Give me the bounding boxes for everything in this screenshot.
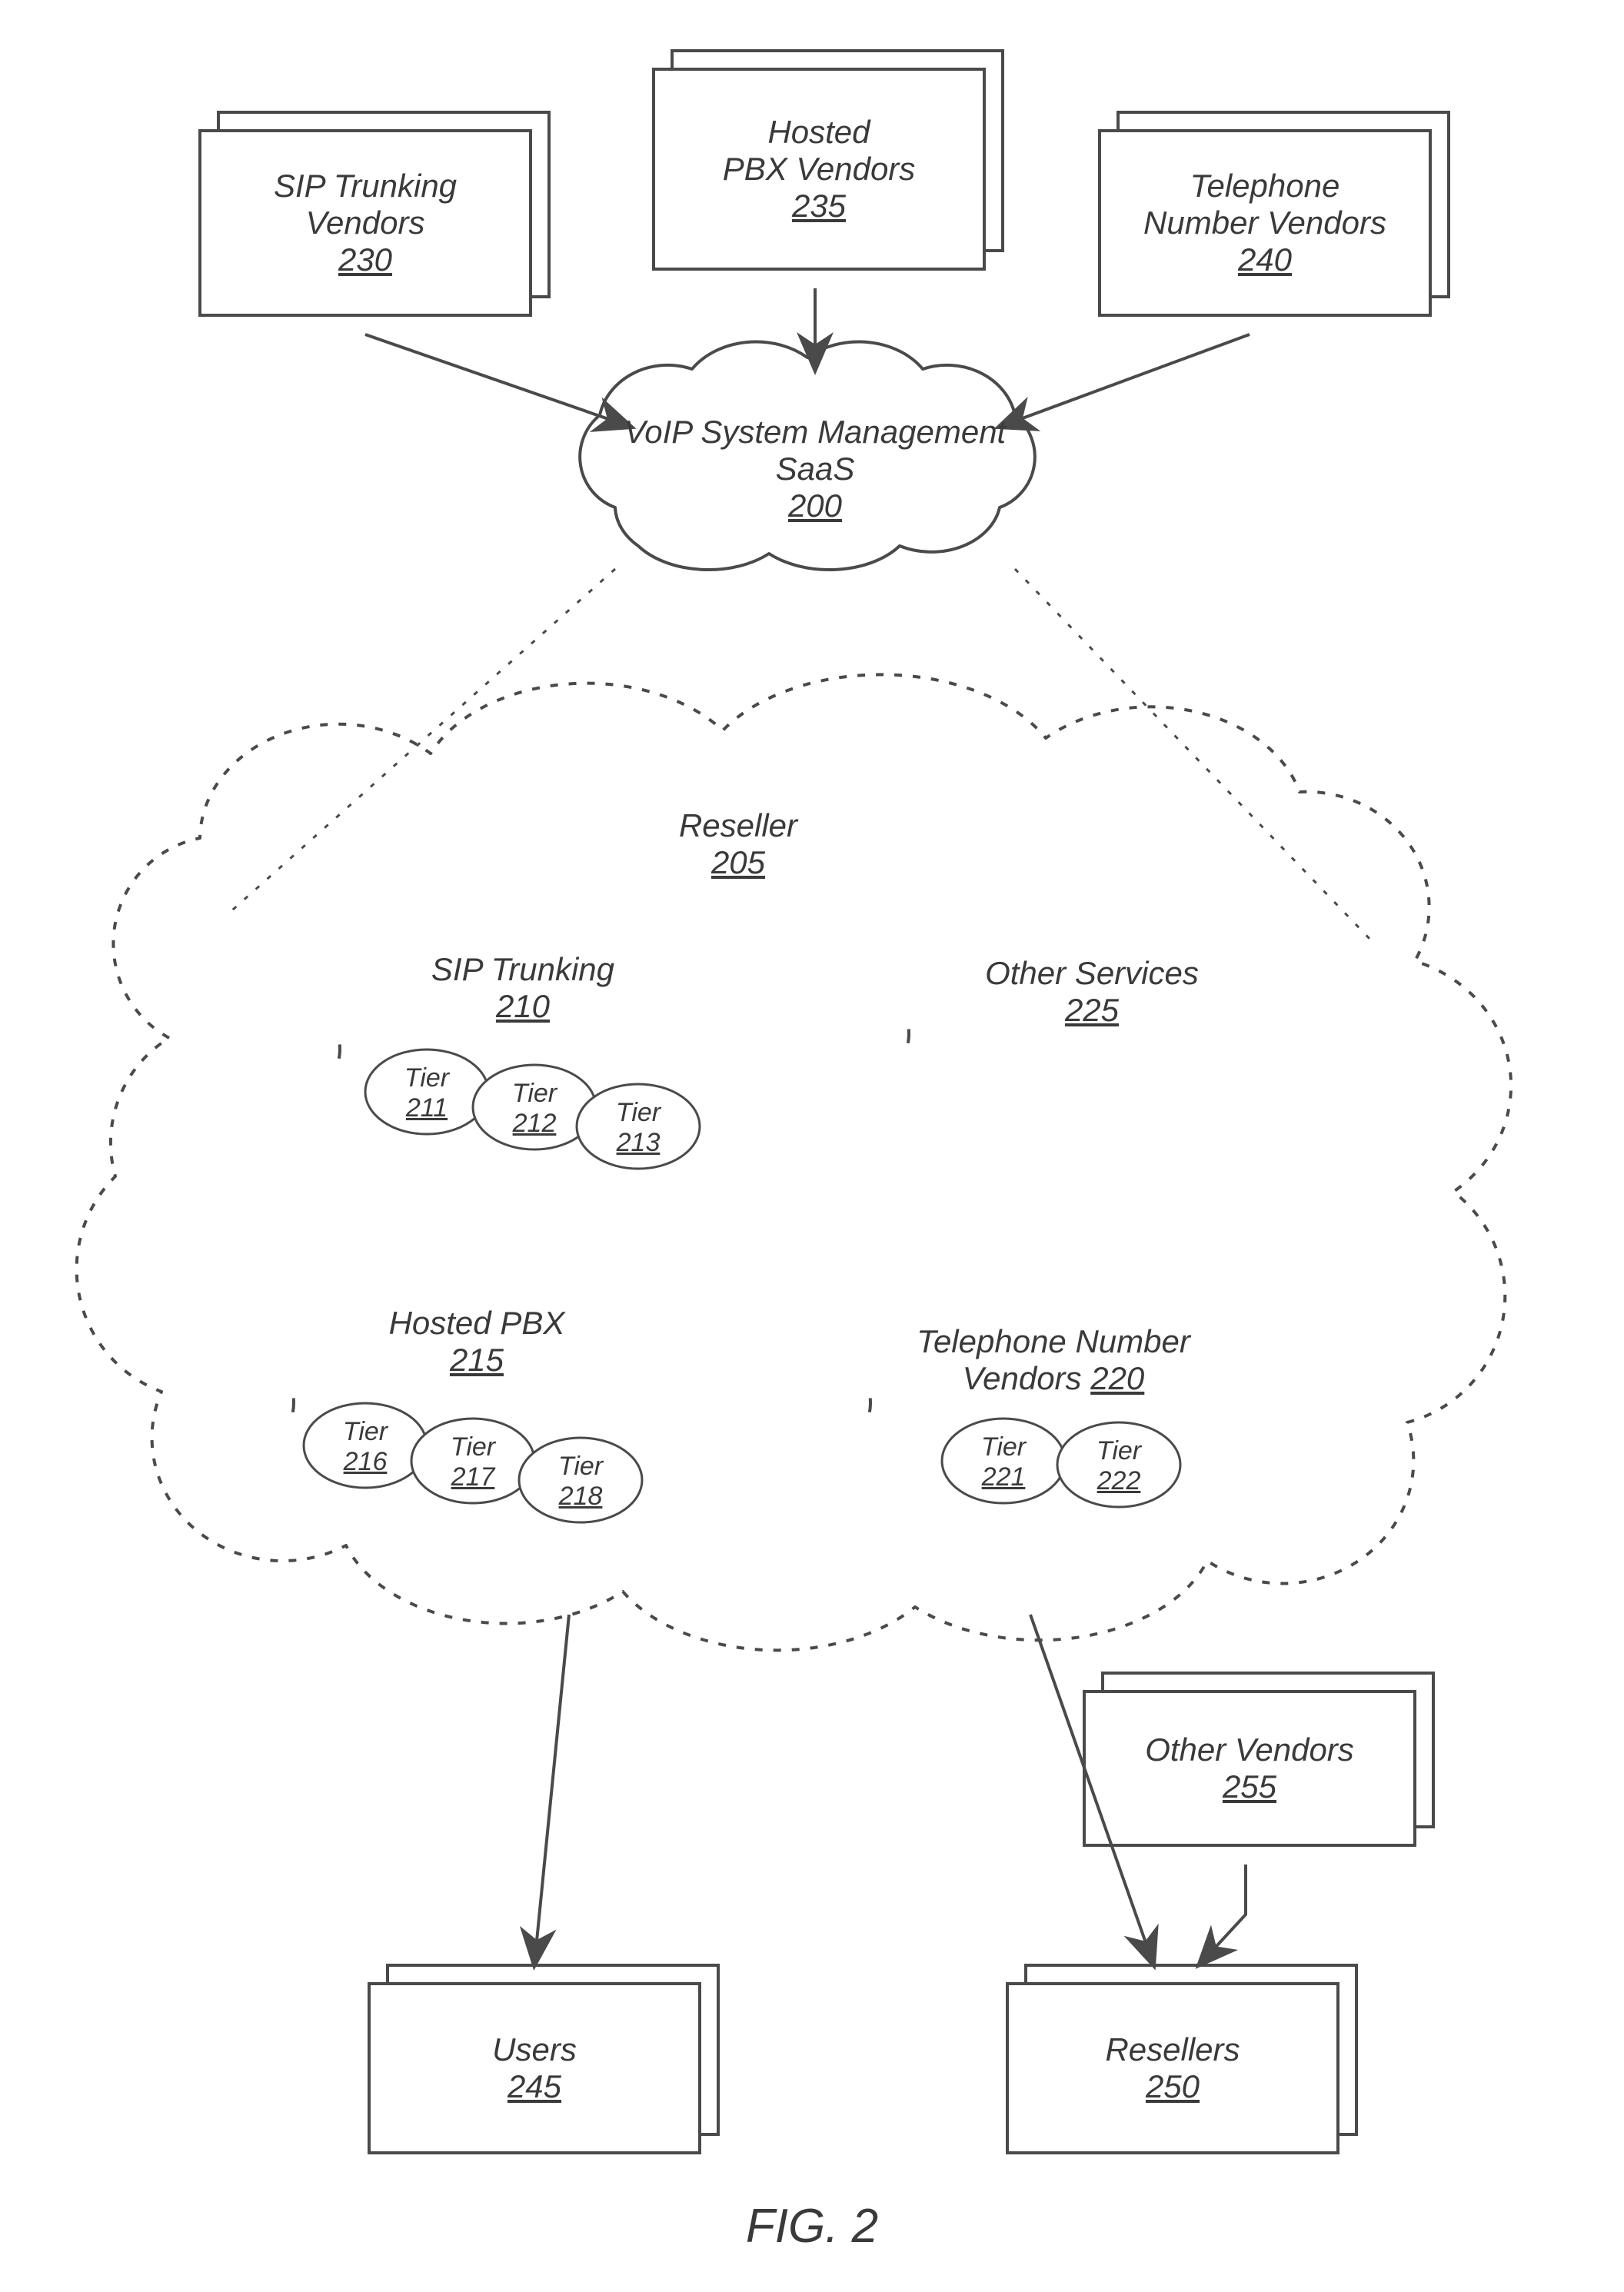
- cloud-hosted_pbx: [293, 1398, 294, 1412]
- box-other_vendors: [1084, 1692, 1415, 1845]
- cloud-other_services: [908, 1029, 909, 1043]
- figure-caption: FIG. 2: [697, 2199, 927, 2254]
- arrow-othervendors-to-resellers: [1200, 1865, 1246, 1964]
- tier-tel_num_vendors_cloud-1: [1057, 1422, 1180, 1507]
- guide-line-1: [1015, 569, 1373, 942]
- cloud-reseller-dashed: [77, 674, 1511, 1650]
- cloud-sip_trunking: [339, 1044, 340, 1058]
- tier-sip_trunking-2: [577, 1084, 700, 1169]
- box-sip_trunking_vendors: [200, 131, 531, 315]
- tier-tel_num_vendors_cloud-0: [942, 1419, 1065, 1503]
- cloud-voip_saas: [580, 341, 1035, 570]
- arrow-tel-to-saas: [1000, 334, 1250, 427]
- tier-sip_trunking-0: [365, 1050, 488, 1134]
- tier-hosted_pbx-2: [519, 1438, 642, 1522]
- arrow-reseller-to-users: [534, 1615, 569, 1964]
- box-resellers: [1007, 1984, 1338, 2153]
- tier-hosted_pbx-0: [304, 1403, 427, 1488]
- tier-hosted_pbx-1: [411, 1419, 534, 1503]
- diagram-canvas: [0, 0, 1624, 2292]
- guide-line-0: [227, 569, 615, 915]
- arrow-sip-to-saas: [365, 334, 631, 427]
- box-hosted_pbx_vendors: [654, 69, 984, 269]
- box-telephone_num_vendors: [1100, 131, 1430, 315]
- box-users: [369, 1984, 700, 2153]
